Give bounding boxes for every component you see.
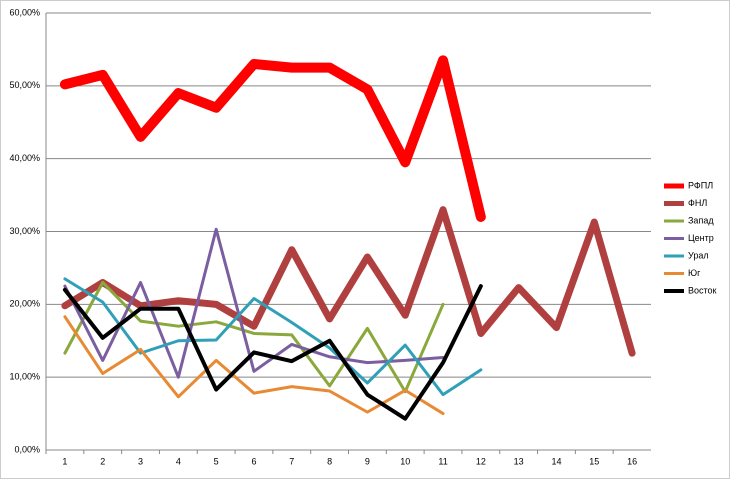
- x-tick-label: 3: [138, 456, 143, 466]
- legend-label: Восток: [688, 285, 717, 295]
- legend-label: Юг: [688, 268, 701, 278]
- x-tick-label: 15: [589, 456, 599, 466]
- x-tick-label: 13: [514, 456, 524, 466]
- x-tick-label: 8: [327, 456, 332, 466]
- legend-label: ФНЛ: [688, 198, 707, 208]
- y-tick-label: 20,00%: [9, 299, 40, 309]
- y-tick-label: 50,00%: [9, 80, 40, 90]
- legend-label: Урал: [688, 250, 709, 260]
- y-tick-label: 30,00%: [9, 226, 40, 236]
- series-line: [63, 277, 483, 397]
- legend-label: Центр: [688, 233, 714, 243]
- series-line: [61, 206, 636, 357]
- series-line: [59, 55, 486, 222]
- x-tick-label: 2: [100, 456, 105, 466]
- y-tick-label: 60,00%: [9, 7, 40, 17]
- x-tick-label: 6: [251, 456, 256, 466]
- x-tick-label: 12: [476, 456, 486, 466]
- legend-label: Запад: [688, 215, 714, 225]
- y-tick-label: 0,00%: [14, 444, 40, 454]
- series-line: [63, 227, 445, 379]
- x-tick-label: 5: [214, 456, 219, 466]
- y-tick-label: 10,00%: [9, 372, 40, 382]
- series-line: [62, 284, 483, 421]
- x-tick-label: 14: [551, 456, 561, 466]
- x-tick-label: 7: [289, 456, 294, 466]
- x-tick-label: 10: [400, 456, 410, 466]
- x-tick-label: 9: [365, 456, 370, 466]
- x-tick-label: 4: [176, 456, 181, 466]
- legend-label: РФПЛ: [688, 180, 713, 190]
- x-tick-label: 1: [62, 456, 67, 466]
- x-tick-label: 16: [627, 456, 637, 466]
- y-tick-label: 40,00%: [9, 153, 40, 163]
- x-tick-label: 11: [438, 456, 447, 466]
